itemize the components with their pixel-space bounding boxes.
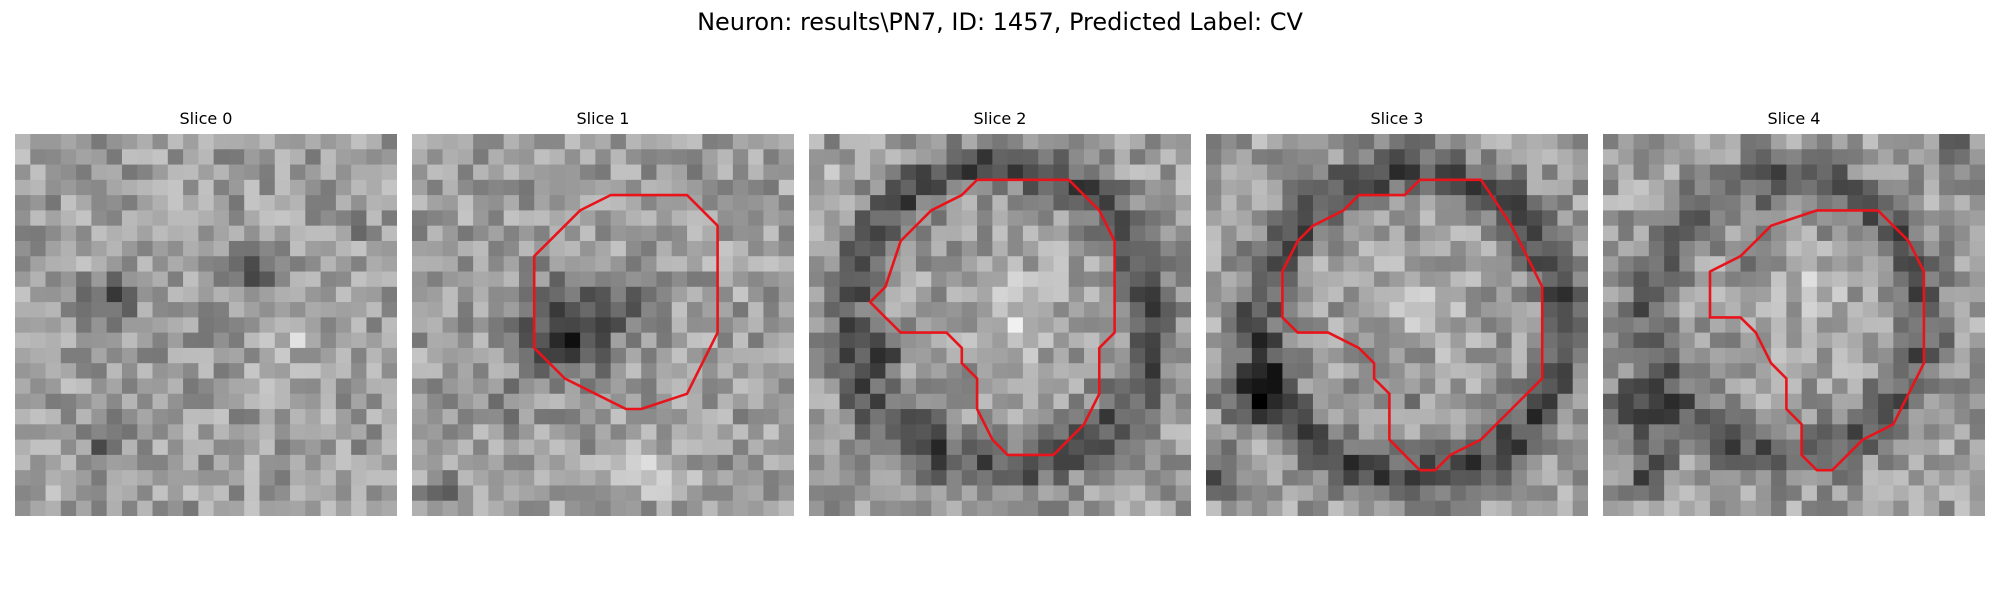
predicted-contour-3 bbox=[1281, 178, 1544, 472]
slice-image-3 bbox=[1206, 134, 1588, 516]
slice-image-0 bbox=[15, 134, 397, 516]
figure-title: Neuron: results\PN7, ID: 1457, Predicted… bbox=[697, 8, 1303, 36]
slice-panel-0: Slice 0 bbox=[15, 108, 397, 518]
slice-panel-3: Slice 3 bbox=[1206, 108, 1588, 518]
slice-title-1: Slice 1 bbox=[576, 109, 630, 128]
slice-title-3: Slice 3 bbox=[1370, 109, 1424, 128]
predicted-contour-1 bbox=[532, 193, 719, 411]
predicted-contour-4 bbox=[1708, 209, 1926, 472]
slice-panel-4: Slice 4 bbox=[1603, 108, 1985, 518]
predicted-contour-2 bbox=[868, 178, 1116, 457]
slice-image-2 bbox=[809, 134, 1191, 516]
slice-title-0: Slice 0 bbox=[179, 109, 233, 128]
slice-panel-1: Slice 1 bbox=[412, 108, 794, 518]
slice-title-4: Slice 4 bbox=[1767, 109, 1821, 128]
slice-title-2: Slice 2 bbox=[973, 109, 1027, 128]
slice-panel-2: Slice 2 bbox=[809, 108, 1191, 518]
slice-image-1 bbox=[412, 134, 794, 516]
slice-image-4 bbox=[1603, 134, 1985, 516]
